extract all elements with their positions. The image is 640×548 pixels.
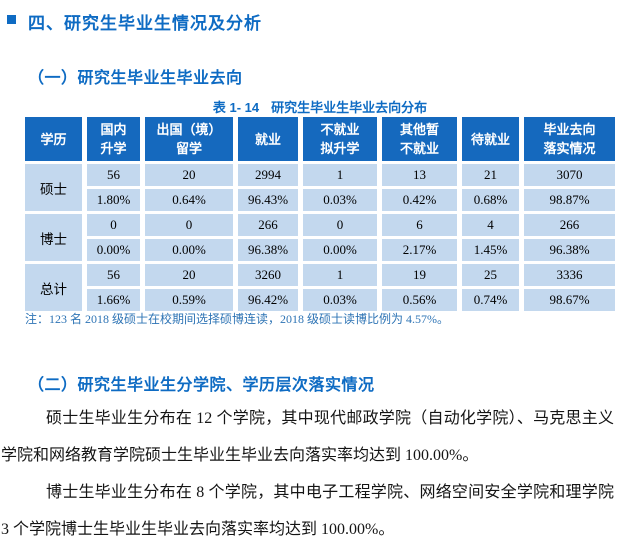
count-cell: 20 (145, 164, 233, 186)
column-header-line: 学历 (40, 131, 67, 147)
column-header: 毕业去向 落实情况 (524, 117, 615, 161)
count-cell: 20 (145, 264, 233, 286)
heading-bullet-square-icon (7, 15, 16, 24)
column-header-line: 其他暂 (399, 122, 439, 137)
percent-cell: 1.45% (462, 239, 519, 261)
chapter-heading: 四、研究生毕业生情况及分析 (28, 14, 262, 33)
percent-cell: 0.68% (462, 189, 519, 211)
column-header: 其他暂 不就业 (382, 117, 457, 161)
count-cell: 1 (303, 264, 377, 286)
count-cell: 3070 (524, 164, 615, 186)
percent-cell: 98.87% (524, 189, 615, 211)
count-cell: 3260 (238, 264, 298, 286)
row-label-degree: 总计 (25, 264, 82, 311)
percent-cell: 0.03% (303, 189, 377, 211)
column-header: 国内 升学 (87, 117, 140, 161)
count-cell: 56 (87, 164, 140, 186)
percent-cell: 0.74% (462, 289, 519, 311)
percent-cell: 0.59% (145, 289, 233, 311)
percent-cell: 1.80% (87, 189, 140, 211)
table-footnote: 注：123 名 2018 级硕士在校期间选择硕博连读，2018 级硕士读博比例为… (25, 312, 449, 326)
count-cell: 21 (462, 164, 519, 186)
column-header-line: 拟升学 (320, 141, 360, 156)
count-cell: 2994 (238, 164, 298, 186)
percent-cell: 96.38% (238, 239, 298, 261)
count-cell: 0 (303, 214, 377, 236)
column-header-line: 不就业 (320, 122, 360, 137)
percent-cell: 1.66% (87, 289, 140, 311)
count-cell: 3336 (524, 264, 615, 286)
column-header: 学历 (25, 117, 82, 161)
count-cell: 13 (382, 164, 457, 186)
percent-cell: 0.56% (382, 289, 457, 311)
table-caption-number: 表 1- 14 (212, 100, 260, 115)
percent-cell: 0.00% (303, 239, 377, 261)
column-header-line: 待就业 (470, 131, 510, 147)
percent-cell: 0.00% (87, 239, 140, 261)
percent-cell: 0.42% (382, 189, 457, 211)
count-cell: 266 (524, 214, 615, 236)
paragraph-masters-distribution: 硕士生毕业生分布在 12 个学院，其中现代邮政学院（自动化学院）、马克思主义学院… (1, 410, 614, 464)
column-header-line: 毕业去向 (543, 122, 596, 137)
percent-cell: 96.43% (238, 189, 298, 211)
column-header: 就业 (238, 117, 298, 161)
table-caption: 表 1- 14 研究生毕业生毕业去向分布 (25, 97, 615, 116)
count-cell: 25 (462, 264, 519, 286)
percent-cell: 96.42% (238, 289, 298, 311)
paragraph-doctors-distribution: 博士生毕业生分布在 8 个学院，其中电子工程学院、网络空间安全学院和理学院 3 … (1, 484, 614, 538)
count-cell: 4 (462, 214, 519, 236)
count-cell: 19 (382, 264, 457, 286)
row-label-degree: 博士 (25, 214, 82, 261)
column-header-line: 国内 (100, 122, 127, 137)
percent-cell: 2.17% (382, 239, 457, 261)
column-header-line: 不就业 (399, 141, 439, 156)
column-header-line: 留学 (175, 141, 202, 156)
column-header-line: 落实情况 (543, 141, 596, 156)
column-header-line: 出国（境） (156, 122, 222, 137)
count-cell: 0 (87, 214, 140, 236)
percent-cell: 0.03% (303, 289, 377, 311)
body-paragraphs: 硕士生毕业生分布在 12 个学院，其中现代邮政学院（自动化学院）、马克思主义学院… (1, 400, 614, 548)
report-page: { "colors": { "accent_blue": "#0e6bc3", … (1, 14, 620, 538)
percent-cell: 0.00% (145, 239, 233, 261)
column-header: 待就业 (462, 117, 519, 161)
percent-cell: 96.38% (524, 239, 615, 261)
column-header-line: 就业 (254, 131, 281, 147)
percent-cell: 98.67% (524, 289, 615, 311)
count-cell: 56 (87, 264, 140, 286)
count-cell: 0 (145, 214, 233, 236)
section2-heading: （二）研究生毕业生分学院、学历层次落实情况 (28, 377, 375, 394)
row-label-degree: 硕士 (25, 164, 82, 211)
count-cell: 266 (238, 214, 298, 236)
column-header: 不就业 拟升学 (303, 117, 377, 161)
percent-cell: 0.64% (145, 189, 233, 211)
graduate-outcomes-table: 学历 国内 升学 出国（境） 留学 就业 不就业 拟升学 其他暂 不就业 待就业 毕业去向 落实情况 硕士… (20, 114, 620, 314)
section1-heading: （一）研究生毕业生毕业去向 (28, 70, 243, 87)
count-cell: 6 (382, 214, 457, 236)
column-header-line: 升学 (100, 141, 127, 156)
table-caption-title: 研究生毕业生毕业去向分布 (271, 100, 428, 115)
count-cell: 1 (303, 164, 377, 186)
column-header: 出国（境） 留学 (145, 117, 233, 161)
